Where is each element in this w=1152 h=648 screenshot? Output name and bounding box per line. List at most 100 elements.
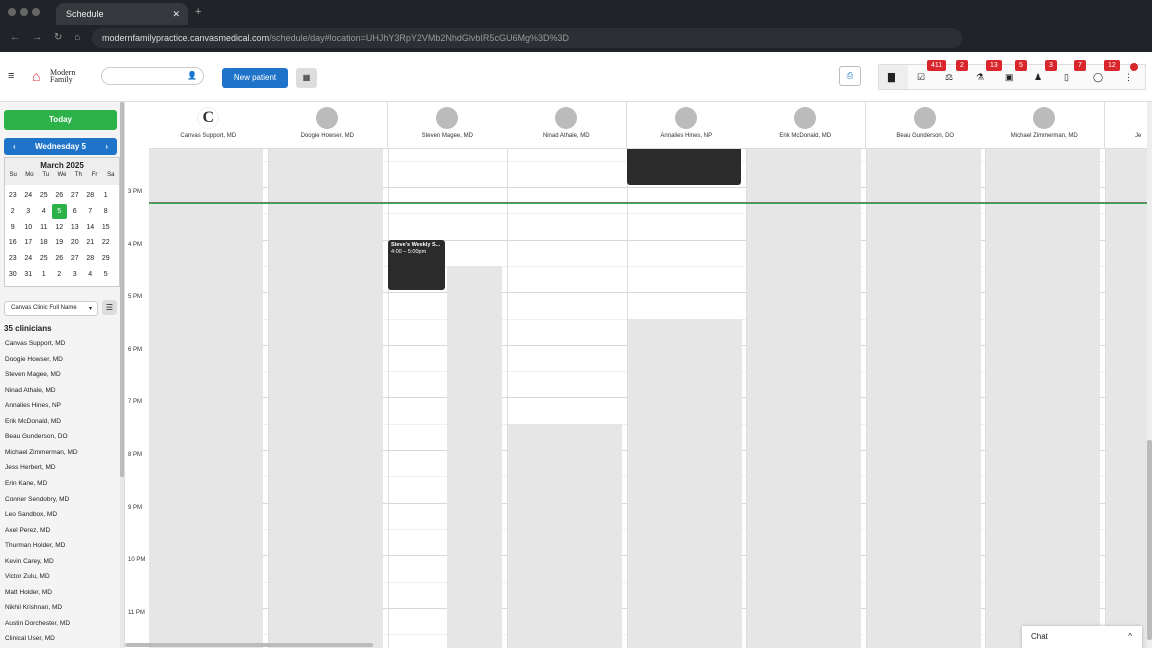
image-icon[interactable]: ▣ bbox=[1005, 72, 1014, 82]
calendar-day[interactable]: 29 bbox=[101, 255, 110, 263]
calendar-icon[interactable]: ▇ bbox=[888, 72, 895, 82]
clinician-column-header[interactable]: Ninad Athale, MD bbox=[507, 102, 627, 149]
calendar-day[interactable]: 20 bbox=[70, 239, 79, 247]
calendar-day[interactable]: 3 bbox=[26, 208, 31, 216]
minimize-window-icon[interactable] bbox=[20, 8, 28, 16]
new-patient-button[interactable]: New patient bbox=[222, 68, 288, 88]
chat-widget[interactable]: Chat ^ bbox=[1022, 626, 1142, 648]
calendar-day[interactable]: 27 bbox=[70, 192, 79, 200]
task-icon[interactable]: ☑ bbox=[917, 72, 926, 82]
nav-buttons[interactable]: ←→↻⌂ bbox=[10, 32, 93, 43]
grid-scrollbar[interactable] bbox=[1147, 102, 1152, 648]
sidebar-scrollbar[interactable] bbox=[120, 102, 124, 477]
horizontal-scrollbar[interactable] bbox=[125, 643, 373, 647]
event-block[interactable]: Steve's Weekly S... 4:00 – 5:00pm bbox=[388, 240, 445, 290]
calendar-button[interactable]: ▦ bbox=[296, 68, 317, 88]
calendar-day[interactable]: 12 bbox=[55, 223, 64, 231]
calendar-day[interactable]: 2 bbox=[10, 208, 15, 216]
address-bar[interactable]: modernfamilypractice.canvasmedical.com/s… bbox=[92, 28, 962, 48]
calendar-day[interactable]: 1 bbox=[41, 270, 46, 278]
clinician-item[interactable]: Leo Sandbox, MD bbox=[5, 511, 58, 519]
calendar-day[interactable]: 26 bbox=[55, 255, 64, 263]
calendar-day-selected[interactable]: 5 bbox=[51, 203, 67, 220]
calendar-day[interactable]: 24 bbox=[24, 192, 33, 200]
clinician-column-header[interactable]: Beau Gunderson, DO bbox=[866, 102, 986, 149]
calendar-day[interactable]: 23 bbox=[8, 192, 17, 200]
clinician-item[interactable]: Thurman Holder, MD bbox=[5, 542, 66, 550]
sort-select[interactable]: Canvas Clinic Full Name ▾ bbox=[4, 301, 98, 316]
calendar-day[interactable]: 26 bbox=[55, 192, 64, 200]
close-window-icon[interactable] bbox=[8, 8, 16, 16]
calendar-day[interactable]: 1 bbox=[103, 192, 108, 200]
clinician-column-header[interactable]: Doogie Howser, MD bbox=[268, 102, 388, 149]
grid-scrollbar-thumb[interactable] bbox=[1147, 440, 1152, 640]
patient-search-input[interactable]: 👤 bbox=[101, 67, 204, 85]
calendar-day[interactable]: 4 bbox=[88, 270, 93, 278]
clinician-column-header[interactable]: Je bbox=[1105, 102, 1152, 149]
calendar-day[interactable]: 28 bbox=[86, 255, 95, 263]
message-icon[interactable]: ◯ bbox=[1093, 72, 1104, 82]
clinician-item[interactable]: Erin Kane, MD bbox=[5, 479, 48, 487]
clinician-item[interactable]: Axel Perez, MD bbox=[5, 526, 51, 534]
clinician-item[interactable]: Matt Holder, MD bbox=[5, 588, 52, 596]
clinician-item[interactable]: Kevin Carey, MD bbox=[5, 557, 54, 565]
clinician-item[interactable]: Doogie Howser, MD bbox=[5, 355, 63, 363]
clinician-item[interactable]: Jess Herbert, MD bbox=[5, 464, 56, 472]
calendar-day[interactable]: 23 bbox=[8, 255, 17, 263]
calendar-day[interactable]: 25 bbox=[39, 192, 48, 200]
menu-icon[interactable]: ≡ bbox=[8, 70, 15, 82]
clinician-column-header[interactable]: Michael Zimmerman, MD bbox=[985, 102, 1105, 149]
chevron-up-icon[interactable]: ^ bbox=[1128, 632, 1132, 641]
referral-icon[interactable]: ♟ bbox=[1034, 72, 1043, 82]
calendar-day[interactable]: 2 bbox=[57, 270, 62, 278]
calendar-day[interactable]: 19 bbox=[55, 239, 64, 247]
maximize-window-icon[interactable] bbox=[32, 8, 40, 16]
calendar-day[interactable]: 13 bbox=[70, 223, 79, 231]
calendar-day[interactable]: 17 bbox=[24, 239, 33, 247]
lab-icon[interactable]: ⚗ bbox=[976, 72, 985, 82]
calendar-day[interactable]: 31 bbox=[24, 270, 33, 278]
calendar-day[interactable]: 25 bbox=[39, 255, 48, 263]
more-icon[interactable]: ⋮ bbox=[1124, 72, 1133, 82]
clinician-column-header[interactable]: Erik McDonald, MD bbox=[746, 102, 866, 149]
clinician-item[interactable]: Victor Zulu, MD bbox=[5, 573, 50, 581]
clinician-column-header[interactable]: C Canvas Support, MD bbox=[149, 102, 269, 149]
clinician-item[interactable]: Ninad Athale, MD bbox=[5, 386, 56, 394]
clinician-item[interactable]: Clinical User, MD bbox=[5, 635, 55, 643]
clinician-item[interactable]: Conner Sendobry, MD bbox=[5, 495, 70, 503]
calendar-day[interactable]: 18 bbox=[39, 239, 48, 247]
clinician-item[interactable]: Canvas Support, MD bbox=[5, 340, 66, 347]
appointment-block[interactable] bbox=[627, 149, 741, 185]
calendar-day[interactable]: 10 bbox=[24, 223, 33, 231]
clinician-item[interactable]: Erik McDonald, MD bbox=[5, 417, 61, 425]
calendar-day[interactable]: 27 bbox=[70, 255, 79, 263]
print-button[interactable]: ⎙ bbox=[839, 66, 861, 86]
next-day-icon[interactable]: › bbox=[105, 142, 108, 151]
calendar-day[interactable]: 6 bbox=[72, 208, 77, 216]
calendar-day[interactable]: 3 bbox=[72, 270, 77, 278]
calendar-day[interactable]: 8 bbox=[103, 208, 108, 216]
clinician-column-header[interactable]: Steven Magee, MD bbox=[388, 102, 508, 149]
calendar-day[interactable]: 30 bbox=[8, 270, 17, 278]
browser-tab[interactable]: Schedule ✕ bbox=[56, 3, 188, 25]
calendar-day[interactable]: 9 bbox=[10, 223, 15, 231]
today-button[interactable]: Today bbox=[4, 110, 117, 130]
filter-button[interactable]: ☰ bbox=[102, 300, 117, 315]
calendar-day[interactable]: 5 bbox=[103, 270, 108, 278]
calendar-day[interactable]: 7 bbox=[88, 208, 93, 216]
clinician-item[interactable]: Nikhil Krishnan, MD bbox=[5, 604, 63, 612]
calendar-day[interactable]: 16 bbox=[8, 239, 17, 247]
new-tab-icon[interactable]: + bbox=[195, 6, 202, 18]
close-tab-icon[interactable]: ✕ bbox=[172, 9, 180, 19]
clinician-item[interactable]: Steven Magee, MD bbox=[5, 371, 61, 379]
document-icon[interactable]: ▯ bbox=[1064, 72, 1069, 82]
scale-icon[interactable]: ⚖ bbox=[945, 72, 954, 82]
calendar-day[interactable]: 15 bbox=[101, 223, 110, 231]
calendar-day[interactable]: 22 bbox=[101, 239, 110, 247]
clinician-item[interactable]: Michael Zimmerman, MD bbox=[5, 448, 78, 456]
clinician-item[interactable]: Annalies Hines, NP bbox=[5, 402, 61, 410]
calendar-day[interactable]: 21 bbox=[86, 239, 95, 247]
calendar-day[interactable]: 24 bbox=[24, 255, 33, 263]
clinician-item[interactable]: Austin Dorchester, MD bbox=[5, 619, 71, 627]
calendar-day[interactable]: 28 bbox=[86, 192, 95, 200]
